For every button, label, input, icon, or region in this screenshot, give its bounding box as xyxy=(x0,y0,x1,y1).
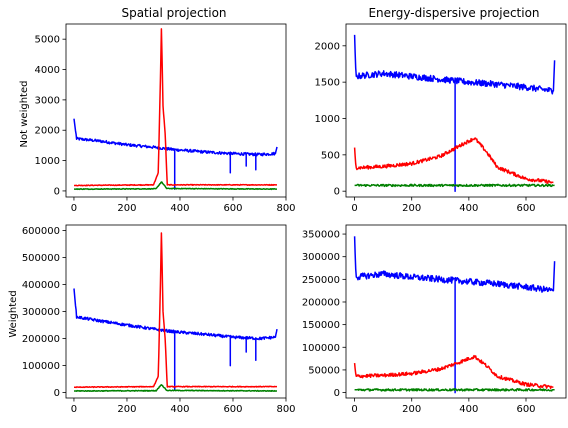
y-tick-label: 4000 xyxy=(35,65,60,76)
x-tick-label: 600 xyxy=(223,203,242,214)
y-tick-label: 2000 xyxy=(35,126,60,137)
x-tick-label: 400 xyxy=(170,203,189,214)
series-line-blue xyxy=(73,288,278,391)
y-tick-label: 150000 xyxy=(302,320,340,331)
x-tick-label: 200 xyxy=(402,203,421,214)
series-line-green xyxy=(354,388,555,392)
axes-frame xyxy=(345,224,567,399)
x-tick-label: 400 xyxy=(459,203,478,214)
series-line-green xyxy=(73,181,278,191)
y-tick-label: 250000 xyxy=(302,275,340,286)
row-label-not-weighted: Not weighted xyxy=(19,81,30,148)
x-tick-label: 600 xyxy=(516,404,535,415)
chart-panel-1: 0 200 400 600 800 0 1000 2000 3000 4000 5000 xyxy=(35,23,296,214)
y-tick-label: 100000 xyxy=(22,361,60,372)
chart-panel-2: 0 200 400 600 0 500 1000 1500 2000 xyxy=(315,23,567,214)
y-tick-label: 200000 xyxy=(22,334,60,345)
y-tick-label: 0 xyxy=(54,186,60,197)
x-tick-label: 400 xyxy=(459,404,478,415)
x-tick-label: 600 xyxy=(223,404,242,415)
x-tick-label: 0 xyxy=(351,203,357,214)
chart-panel-4: 0 200 400 600 0 50000 100000 150000 200000 250000… xyxy=(302,224,567,415)
y-tick-label: 1500 xyxy=(315,78,340,89)
y-tick-label: 400000 xyxy=(22,280,60,291)
y-tick-label: 300000 xyxy=(302,252,340,263)
col-title-spatial: Spatial projection xyxy=(121,6,226,20)
y-tick-label: 600000 xyxy=(22,226,60,237)
y-tick-label: 500000 xyxy=(22,253,60,264)
y-tick-label: 1000 xyxy=(315,114,340,125)
axes-frame xyxy=(65,224,287,399)
y-tick-label: 500 xyxy=(321,150,340,161)
series-line-red xyxy=(353,354,554,390)
series-line-red xyxy=(353,137,554,185)
x-tick-label: 0 xyxy=(71,203,77,214)
x-tick-label: 400 xyxy=(170,404,189,415)
x-tick-label: 200 xyxy=(402,404,421,415)
y-tick-label: 200000 xyxy=(302,297,340,308)
axes-frame xyxy=(345,23,567,198)
series-line-blue xyxy=(73,118,278,190)
y-tick-label: 0 xyxy=(334,388,340,399)
x-tick-label: 800 xyxy=(276,203,295,214)
row-label-weighted: Weighted xyxy=(8,290,19,337)
series-line-blue xyxy=(353,34,556,192)
y-tick-label: 100000 xyxy=(302,343,340,354)
x-tick-label: 0 xyxy=(71,404,77,415)
y-tick-label: 350000 xyxy=(302,230,340,241)
col-title-energy: Energy-dispersive projection xyxy=(368,6,539,20)
axes-frame xyxy=(65,23,287,198)
series-line-red xyxy=(73,232,278,389)
x-tick-label: 0 xyxy=(351,404,357,415)
series-line-green xyxy=(73,384,278,392)
series-line-red xyxy=(73,28,278,187)
y-tick-label: 5000 xyxy=(35,35,60,46)
y-tick-label: 3000 xyxy=(35,95,60,106)
series-line-blue xyxy=(353,236,556,394)
y-tick-label: 1000 xyxy=(35,156,60,167)
x-tick-label: 200 xyxy=(117,404,136,415)
y-tick-label: 300000 xyxy=(22,307,60,318)
x-tick-label: 200 xyxy=(117,203,136,214)
y-tick-label: 0 xyxy=(54,388,60,399)
y-tick-label: 0 xyxy=(334,187,340,198)
x-tick-label: 600 xyxy=(516,203,535,214)
x-tick-label: 800 xyxy=(276,404,295,415)
series-line-green xyxy=(354,183,555,188)
chart-panel-3: 0 200 400 600 800 0 100000 200000 300000 400000 50… xyxy=(22,224,296,415)
y-tick-label: 50000 xyxy=(308,365,340,376)
y-tick-label: 2000 xyxy=(315,41,340,52)
